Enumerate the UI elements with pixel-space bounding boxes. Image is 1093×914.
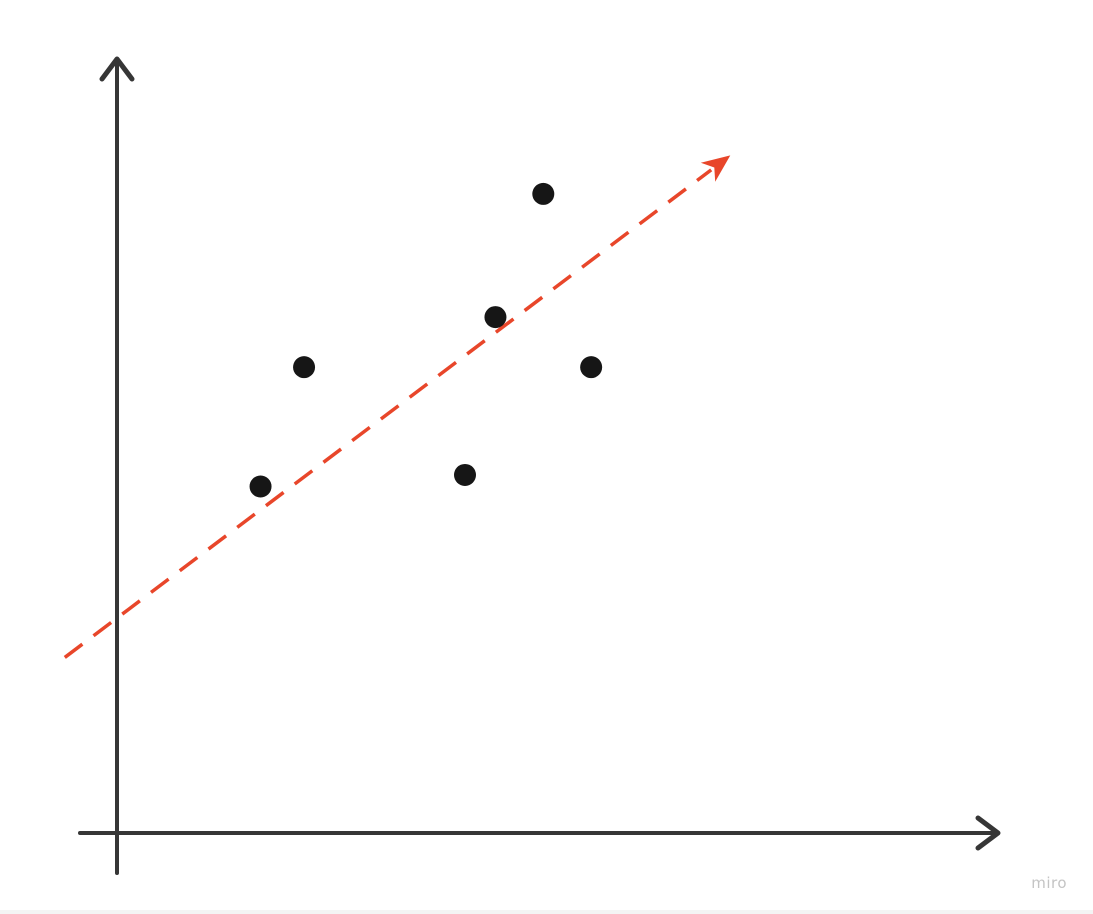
trend-line — [63, 168, 713, 659]
data-point-2 — [293, 356, 316, 379]
data-point-5 — [532, 182, 555, 205]
x-axis-arrowhead — [975, 815, 1001, 851]
data-point-1 — [249, 475, 272, 498]
y-axis-arrowhead — [99, 56, 135, 82]
trend-line-arrowhead — [700, 155, 731, 182]
data-points — [249, 182, 603, 498]
axes — [78, 56, 1001, 875]
data-point-4 — [484, 306, 507, 329]
bottom-strip — [0, 910, 1093, 914]
trend-line-group — [63, 155, 731, 659]
data-point-6 — [580, 356, 603, 379]
data-point-3 — [454, 463, 476, 486]
miro-watermark: miro — [1031, 874, 1067, 892]
